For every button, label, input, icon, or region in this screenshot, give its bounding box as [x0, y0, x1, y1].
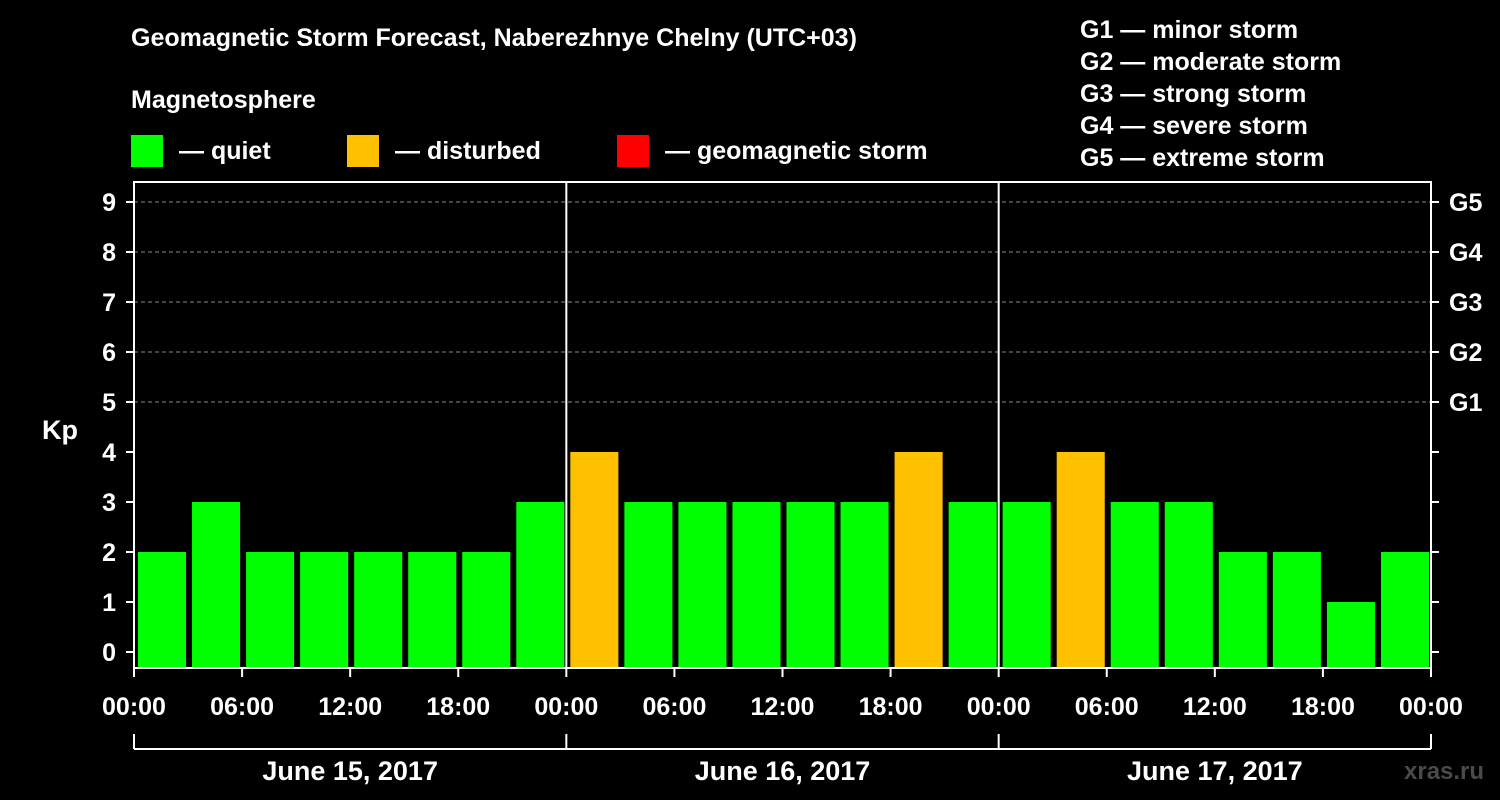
x-tick-label-4: 00:00	[534, 693, 598, 721]
x-tick-label-8: 00:00	[967, 693, 1031, 721]
x-tick-label-5: 06:00	[642, 693, 706, 721]
bar-6	[462, 552, 511, 668]
legend-storm-swatch	[617, 135, 649, 167]
bar-17	[1056, 452, 1105, 668]
legend-quiet-swatch	[131, 135, 163, 167]
x-tick-label-2: 12:00	[318, 693, 382, 721]
bar-23	[1380, 552, 1429, 668]
y-axis-label: Kp	[42, 415, 78, 445]
bar-16	[1002, 502, 1051, 668]
y-tick-label-4: 4	[102, 439, 116, 467]
y-tick-label-1: 1	[102, 589, 116, 617]
g-scale-g3: G3 — strong storm	[1080, 80, 1307, 108]
day-label-2: June 17, 2017	[1127, 756, 1303, 786]
bar-3	[300, 552, 349, 668]
g-scale-g2: G2 — moderate storm	[1080, 48, 1342, 76]
x-tick-label-9: 06:00	[1075, 693, 1139, 721]
y-tick-label-9: 9	[102, 189, 116, 217]
bar-10	[678, 502, 727, 668]
legend-storm-label: — geomagnetic storm	[665, 136, 928, 165]
bar-14	[894, 452, 943, 668]
bar-11	[732, 502, 781, 668]
x-tick-label-3: 18:00	[426, 693, 490, 721]
legend-storm: — geomagnetic storm	[617, 135, 928, 167]
legend-quiet-label: — quiet	[179, 136, 271, 165]
g-scale-g1: G1 — minor storm	[1080, 16, 1299, 44]
x-tick-label-1: 06:00	[210, 693, 274, 721]
bar-4	[354, 552, 403, 668]
legend-disturbed-swatch	[347, 135, 379, 167]
legend-quiet: — quiet	[131, 135, 271, 167]
legend-disturbed: — disturbed	[347, 135, 541, 167]
y-tick-label-8: 8	[102, 239, 116, 267]
bar-7	[516, 502, 565, 668]
bar-1	[192, 502, 241, 668]
bar-0	[138, 552, 187, 668]
g-level-label-g3: G3	[1449, 289, 1482, 317]
day-label-0: June 15, 2017	[262, 756, 438, 786]
g-scale-g5: G5 — extreme storm	[1080, 144, 1325, 172]
day-label-1: June 16, 2017	[695, 756, 871, 786]
bar-20	[1218, 552, 1267, 668]
y-tick-label-3: 3	[102, 489, 116, 517]
x-tick-label-7: 18:00	[859, 693, 923, 721]
g-scale-g4: G4 — severe storm	[1080, 112, 1308, 140]
g-scale-legend: G1 — minor storm G2 — moderate storm G3 …	[1080, 14, 1341, 174]
bar-8	[570, 452, 619, 668]
bar-5	[408, 552, 457, 668]
bar-21	[1272, 552, 1321, 668]
watermark: xras.ru	[1404, 758, 1485, 785]
bar-9	[624, 502, 673, 668]
g-level-label-g5: G5	[1449, 189, 1482, 217]
magnetosphere-label: Magnetosphere	[131, 86, 316, 114]
y-tick-label-6: 6	[102, 339, 116, 367]
x-tick-label-0: 00:00	[102, 693, 166, 721]
chart-title: Geomagnetic Storm Forecast, Naberezhnye …	[131, 24, 857, 52]
x-tick-label-10: 12:00	[1183, 693, 1247, 721]
y-tick-label-0: 0	[102, 639, 116, 667]
g-level-label-g1: G1	[1449, 389, 1482, 417]
bar-22	[1326, 602, 1375, 668]
bar-2	[246, 552, 295, 668]
bar-13	[840, 502, 889, 668]
x-tick-label-12: 00:00	[1399, 693, 1463, 721]
bar-18	[1110, 502, 1159, 668]
g-level-label-g2: G2	[1449, 339, 1482, 367]
y-tick-label-7: 7	[102, 289, 116, 317]
x-tick-label-6: 12:00	[751, 693, 815, 721]
bar-15	[948, 502, 997, 668]
y-tick-label-5: 5	[102, 389, 116, 417]
g-level-label-g4: G4	[1449, 239, 1482, 267]
y-tick-label-2: 2	[102, 539, 116, 567]
bar-12	[786, 502, 835, 668]
x-tick-label-11: 18:00	[1291, 693, 1355, 721]
legend-disturbed-label: — disturbed	[395, 136, 541, 165]
bar-19	[1164, 502, 1213, 668]
